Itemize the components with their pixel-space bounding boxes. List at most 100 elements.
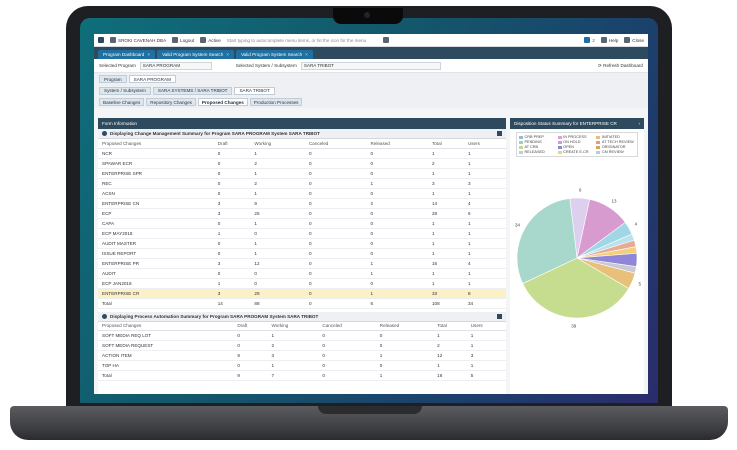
system-path-chip[interactable]: SARA SYSTEMS / SARA TRIBOT bbox=[152, 86, 233, 95]
column-header[interactable]: Users bbox=[466, 321, 506, 331]
table-row[interactable]: ECP JAN2018 1 0 0 0 1 1 bbox=[98, 278, 506, 289]
cell-value: 0 bbox=[213, 168, 251, 179]
tab-repository-changes[interactable]: Repository Changes bbox=[146, 98, 196, 106]
program-value-chip[interactable]: SARA PROGRAM bbox=[128, 75, 176, 83]
table-row[interactable]: ACTION ITEM 9 3 0 1 12 3 bbox=[98, 350, 506, 361]
cell-value: 0 bbox=[304, 168, 367, 179]
table-row[interactable]: ENTERPRISE CR 3 29 0 1 33 8 bbox=[98, 288, 506, 299]
collapse-icon[interactable] bbox=[497, 131, 502, 136]
legend-item[interactable]: OPEN bbox=[557, 145, 597, 149]
active-status[interactable]: Active bbox=[200, 37, 221, 43]
program-chip[interactable]: Program bbox=[99, 75, 127, 83]
legend-item[interactable]: IN PROCESS bbox=[557, 135, 597, 139]
help-button[interactable]: Help bbox=[600, 37, 618, 43]
user-menu[interactable]: SROKI CAVENAH DBA bbox=[110, 37, 166, 43]
menu-search-input[interactable]: Start typing to autocomplete menu items,… bbox=[226, 37, 367, 43]
table-row[interactable]: Total 14 88 0 6 108 34 bbox=[98, 298, 506, 309]
table-row[interactable]: AUDIT MASTER 0 1 0 0 1 1 bbox=[98, 238, 506, 249]
column-header[interactable]: Total bbox=[433, 321, 467, 331]
notifications-button[interactable]: 2 bbox=[584, 37, 595, 43]
column-header[interactable]: Proposed Changes bbox=[98, 321, 234, 331]
selected-program-field[interactable]: SARA PROGRAM bbox=[139, 61, 212, 70]
close-tab-icon[interactable]: × bbox=[147, 52, 151, 57]
column-header[interactable]: Released bbox=[366, 139, 428, 149]
legend-item[interactable]: RELEASED bbox=[519, 150, 558, 154]
legend-swatch bbox=[596, 145, 601, 149]
cell-value: 1 bbox=[463, 228, 506, 239]
notification-badge: 2 bbox=[592, 37, 595, 43]
legend-item[interactable]: AT TECH REVIEW bbox=[596, 140, 635, 144]
tab-label: Valid Program System Search bbox=[240, 52, 303, 57]
home-icon[interactable] bbox=[98, 37, 104, 43]
column-header[interactable]: Users bbox=[463, 139, 506, 149]
legend-item[interactable]: ON HOLD bbox=[557, 140, 597, 144]
menu-grid-icon[interactable] bbox=[382, 37, 389, 43]
table-row[interactable]: REC 0 2 0 1 3 3 bbox=[98, 178, 506, 189]
cell-value: 1 bbox=[250, 148, 305, 159]
table-row[interactable]: AUDIT 0 0 0 1 1 1 bbox=[98, 268, 506, 279]
tab-production-processes[interactable]: Production Processes bbox=[249, 98, 303, 106]
table-row[interactable]: ACSN 0 1 0 0 1 1 bbox=[98, 188, 506, 199]
column-header[interactable]: Canceled bbox=[304, 139, 367, 149]
cell-value: 0 bbox=[304, 208, 367, 219]
selected-system-field[interactable]: SARA TRIBOT bbox=[300, 61, 441, 70]
chevron-right-icon[interactable]: › bbox=[638, 121, 640, 126]
table-row[interactable]: ECP 3 25 0 0 28 6 bbox=[98, 208, 506, 219]
table-row[interactable]: ENTERPRISE CN 3 9 0 2 14 4 bbox=[98, 198, 506, 209]
table-row[interactable]: ENTERPRISE SPR 0 1 0 0 1 1 bbox=[98, 168, 506, 179]
column-header[interactable]: Draft bbox=[213, 139, 251, 149]
cell-value: 1 bbox=[427, 148, 464, 159]
legend-item[interactable]: PENDING bbox=[519, 140, 558, 144]
table-row[interactable]: ISSUE REPORT 0 1 0 0 1 1 bbox=[98, 248, 506, 259]
table-row[interactable]: CAPA 0 1 0 0 1 1 bbox=[98, 218, 506, 229]
tab-baseline-changes[interactable]: Baseline Changes bbox=[99, 98, 145, 106]
column-header[interactable]: Working bbox=[250, 139, 305, 149]
collapse-icon[interactable] bbox=[497, 313, 502, 319]
tab-valid-program-search-1[interactable]: Valid Program System Search × bbox=[157, 50, 234, 59]
row-label: NCR bbox=[98, 148, 214, 159]
disposition-pie-chart: 6134453934 bbox=[515, 188, 647, 329]
cell-value: 1 bbox=[463, 188, 506, 199]
table-row[interactable]: SOFT MEDIA REQ LOT 0 1 0 0 1 1 bbox=[98, 330, 506, 341]
legend-swatch bbox=[557, 145, 562, 149]
pie-slice[interactable] bbox=[516, 198, 578, 284]
system-chip[interactable]: SARA TRIBOT bbox=[234, 86, 275, 95]
cell-value: 1 bbox=[427, 248, 464, 259]
pie-slice[interactable] bbox=[522, 257, 630, 319]
cell-value: 0 bbox=[366, 248, 428, 259]
legend-item[interactable]: CRB PREP bbox=[519, 135, 558, 139]
logout-label: Logout bbox=[180, 37, 195, 43]
column-header[interactable]: Working bbox=[267, 321, 319, 331]
cell-value: 9 bbox=[233, 350, 268, 361]
cell-value: 1 bbox=[213, 278, 251, 289]
info-icon bbox=[102, 131, 107, 136]
system-label-chip[interactable]: System / Subsystem bbox=[99, 86, 151, 95]
column-header[interactable]: Total bbox=[427, 139, 464, 149]
legend-item[interactable]: INITIATED bbox=[596, 135, 635, 139]
close-button[interactable]: Close bbox=[624, 37, 644, 43]
table-row[interactable]: SOFT MEDIA REQUEST 0 2 0 0 2 1 bbox=[98, 340, 506, 351]
column-header[interactable]: Proposed Changes bbox=[98, 139, 214, 149]
tab-program-dashboard[interactable]: Program Dashboard × bbox=[98, 50, 156, 59]
table-row[interactable]: ENTERPRISE PR 3 12 0 1 16 4 bbox=[98, 258, 506, 269]
cell-value: 0 bbox=[304, 158, 367, 169]
cell-value: 3 bbox=[427, 178, 464, 189]
legend-item[interactable]: CREATE E-CR bbox=[557, 150, 597, 154]
legend-item[interactable]: AT CRB bbox=[519, 145, 558, 149]
table-row[interactable]: ECP MAY2018 1 0 0 0 1 1 bbox=[98, 228, 506, 239]
legend-item[interactable]: ORIGINATOR bbox=[596, 145, 635, 149]
table-row[interactable]: NCR 0 1 0 0 1 1 bbox=[98, 148, 506, 159]
close-tab-icon[interactable]: × bbox=[226, 52, 229, 57]
tab-proposed-changes[interactable]: Proposed Changes bbox=[197, 98, 248, 106]
legend-item[interactable]: CM REVIEW bbox=[596, 150, 635, 154]
column-header[interactable]: Released bbox=[375, 321, 434, 331]
logout-button[interactable]: Logout bbox=[172, 37, 194, 43]
refresh-dashboard-button[interactable]: ⟳ Refresh Dashboard bbox=[598, 63, 643, 69]
tab-valid-program-search-2[interactable]: Valid Program System Search × bbox=[235, 50, 313, 59]
table-row[interactable]: Total 9 7 0 1 16 5 bbox=[98, 370, 506, 381]
close-tab-icon[interactable]: × bbox=[305, 52, 308, 57]
column-header[interactable]: Draft bbox=[233, 321, 268, 331]
column-header[interactable]: Canceled bbox=[318, 321, 376, 331]
table-row[interactable]: SPAWAR ECR 0 2 0 0 2 1 bbox=[98, 158, 506, 169]
table-row[interactable]: TOP HA 0 1 0 0 1 1 bbox=[98, 360, 506, 371]
